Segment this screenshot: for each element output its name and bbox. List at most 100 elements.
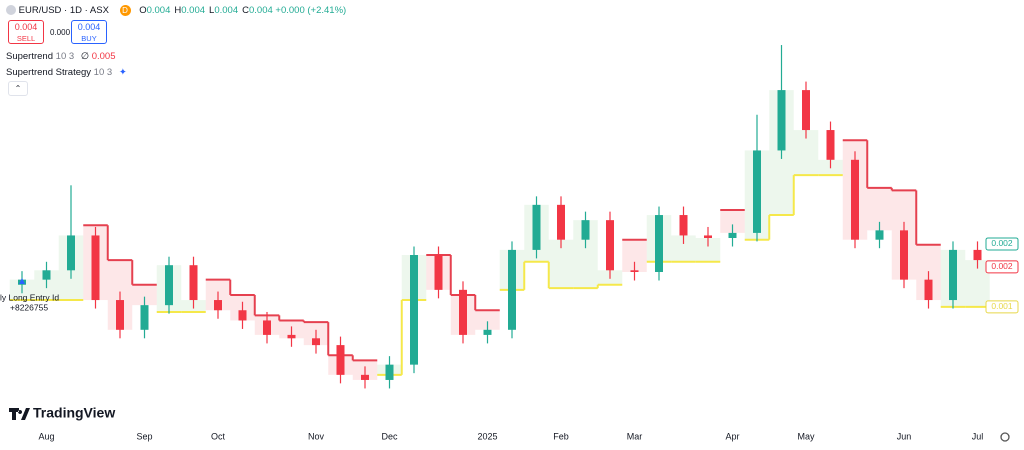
ohlc-value: 0.004 [248,5,273,16]
strategy-icon: ✦ [118,67,127,78]
candle-body [214,300,222,311]
indicator-name: Supertrend Strategy [6,67,92,78]
sell-button[interactable]: 0.004 SELL [8,20,44,44]
candle-body [263,320,271,335]
indicator-row[interactable]: Supertrend Strategy 10 3 ✦ [6,67,127,78]
candle-body [410,255,418,365]
symbol-row: EUR/USD · 1D · ASX D O0.004 H0.004 L0.004 C… [6,5,346,16]
ohlc-label: C [242,5,249,16]
x-tick-label: Mar [627,431,643,441]
candle-body [949,249,957,301]
ohlc-value: 0.004 [181,5,206,16]
x-tick-label: Feb [553,431,569,441]
trend-fill [475,310,500,330]
candle-body [361,374,369,380]
candle-body [924,279,933,301]
spread: 0.000 [50,28,71,37]
x-tick-label: Sep [136,431,152,441]
candle-body [900,230,908,280]
symbol-icon [6,5,16,16]
trend-fill [132,284,157,306]
candle-body [557,204,565,240]
candle-body [851,159,859,240]
x-tick-label: Apr [725,431,739,441]
candle-body [802,90,810,131]
candle-body [287,334,296,339]
change: +0.000 (+2.41%) [275,5,347,16]
price-label: 0.001 [991,301,1013,311]
candle-body [532,204,541,250]
candle-body [826,130,835,160]
price-label: 0.002 [991,261,1013,271]
price-label-box [985,237,1019,251]
candle-body [728,232,737,238]
symbol[interactable]: EUR/USD · 1D · ASX [18,5,109,16]
candle-body [704,235,712,238]
ohlc-label: L [209,5,215,16]
ohlc: O0.004 H0.004 L0.004 C0.004 [133,5,273,16]
candle-body [459,289,467,335]
buy-button[interactable]: 0.004 BUY [71,20,107,44]
trend-fill [720,209,745,233]
trend-fill [695,238,721,262]
x-tick-label: 2025 [477,431,497,441]
ohlc-label: H [174,5,182,16]
annotation-text: ly Long Entry Id [0,292,59,302]
candle-body [483,329,492,335]
annotation-text: +8226755 [10,302,48,312]
candle-body [777,90,786,151]
candle-body [630,270,639,272]
candle-body [336,345,345,375]
buy-label: BUY [81,34,97,43]
x-tick-label: Oct [211,431,226,441]
indicator-value: 0.005 [91,51,116,62]
x-tick-label: May [797,431,815,441]
ohlc-label: O [139,5,147,16]
indicator-params: 10 3 [93,67,113,78]
candle-body [189,265,198,301]
buy-price: 0.004 [77,22,101,32]
candle-body [581,220,590,240]
indicator-symbol: ∅ [80,51,90,62]
indicator-row[interactable]: Supertrend 10 3 ∅ 0.005 [6,51,116,62]
candle-body [508,249,516,330]
entry-arrow [19,278,25,284]
candle-body [606,220,614,271]
sell-label: SELL [16,34,36,43]
x-tick-label: Nov [308,431,325,441]
logo-text: TradingView [33,405,115,421]
candle-body [655,215,663,272]
candle-body [67,235,75,271]
candle-body [385,364,394,380]
collapse-button[interactable]: ⌃ [8,81,28,96]
x-tick-label: Aug [38,431,54,441]
candle-body [116,300,124,330]
x-tick-label: Jul [972,431,984,441]
logo: TradingView [9,405,115,421]
candle-body [434,255,443,290]
ohlc-value: 0.004 [214,5,239,16]
price-label-box [985,300,1019,314]
candle-body [140,305,149,330]
indicator-name: Supertrend [6,51,54,62]
candle-body [238,310,247,321]
indicator-params: 10 3 [55,51,75,62]
price-label: 0.002 [991,238,1013,248]
candle-body [875,230,884,240]
x-tick-label: Jun [897,431,912,441]
candle-body [91,235,100,301]
candle-body [165,265,173,306]
market-badge: D [119,5,131,16]
settings-icon[interactable] [1000,432,1010,442]
candle-body [973,249,982,261]
logo-mark [9,408,30,420]
candle-body [42,270,51,280]
price-label-box [985,260,1019,274]
plot-area [9,45,990,389]
ohlc-value: 0.004 [146,5,171,16]
candle-body [312,338,320,346]
x-tick-label: Dec [381,431,398,441]
candle-body [679,215,688,236]
